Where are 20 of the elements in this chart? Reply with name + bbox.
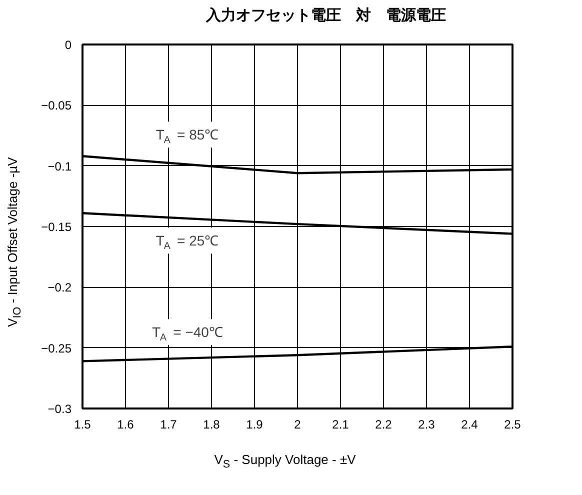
x-tick-label: 2.4 — [461, 418, 478, 432]
x-tick-label: 2.3 — [418, 418, 436, 432]
y-tick-label: 0 — [64, 38, 72, 52]
y-tick-label: −0.1 — [48, 159, 72, 174]
x-tick-label: 1.5 — [74, 418, 92, 432]
y-tick-label: −0.2 — [48, 280, 72, 295]
x-tick-label: 1.8 — [203, 418, 220, 432]
x-tick-label: 2.5 — [504, 418, 522, 432]
x-tick-label: 2 — [294, 418, 302, 432]
x-tick-label: 1.9 — [246, 418, 264, 432]
chart-title: 入力オフセット電圧 対 電源電圧 — [206, 7, 446, 24]
y-tick-label: −0.25 — [41, 341, 72, 356]
x-tick-label: 2.2 — [375, 418, 392, 432]
y-tick-label: −0.05 — [41, 98, 72, 113]
x-tick-label: 1.6 — [117, 418, 134, 432]
x-tick-label: 2.1 — [332, 418, 350, 432]
y-tick-label: −0.3 — [48, 402, 72, 416]
x-tick-label: 1.7 — [160, 418, 178, 432]
y-tick-label: −0.15 — [41, 220, 72, 234]
x-axis-title: V$_{S}$ - Supply Voltage - ±V — [214, 451, 356, 473]
